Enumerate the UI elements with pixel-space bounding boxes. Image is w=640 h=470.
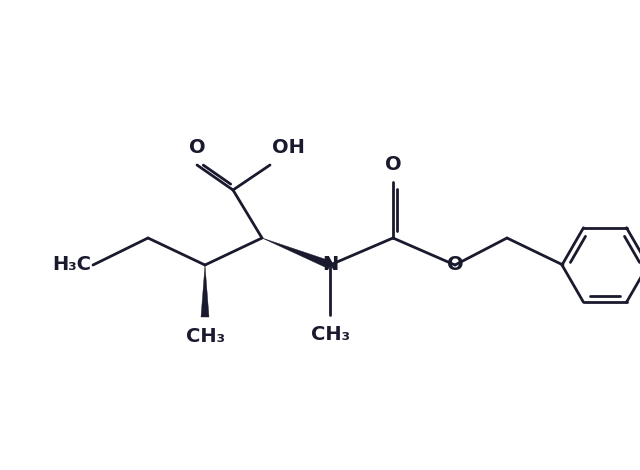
Text: O: O [385, 155, 401, 174]
Text: O: O [189, 138, 205, 157]
Text: CH₃: CH₃ [186, 327, 225, 346]
Polygon shape [201, 265, 209, 317]
Text: OH: OH [272, 138, 305, 157]
Text: H₃C: H₃C [52, 256, 91, 274]
Text: CH₃: CH₃ [310, 325, 349, 344]
Text: N: N [322, 256, 338, 274]
Text: O: O [447, 256, 463, 274]
Polygon shape [262, 238, 332, 269]
